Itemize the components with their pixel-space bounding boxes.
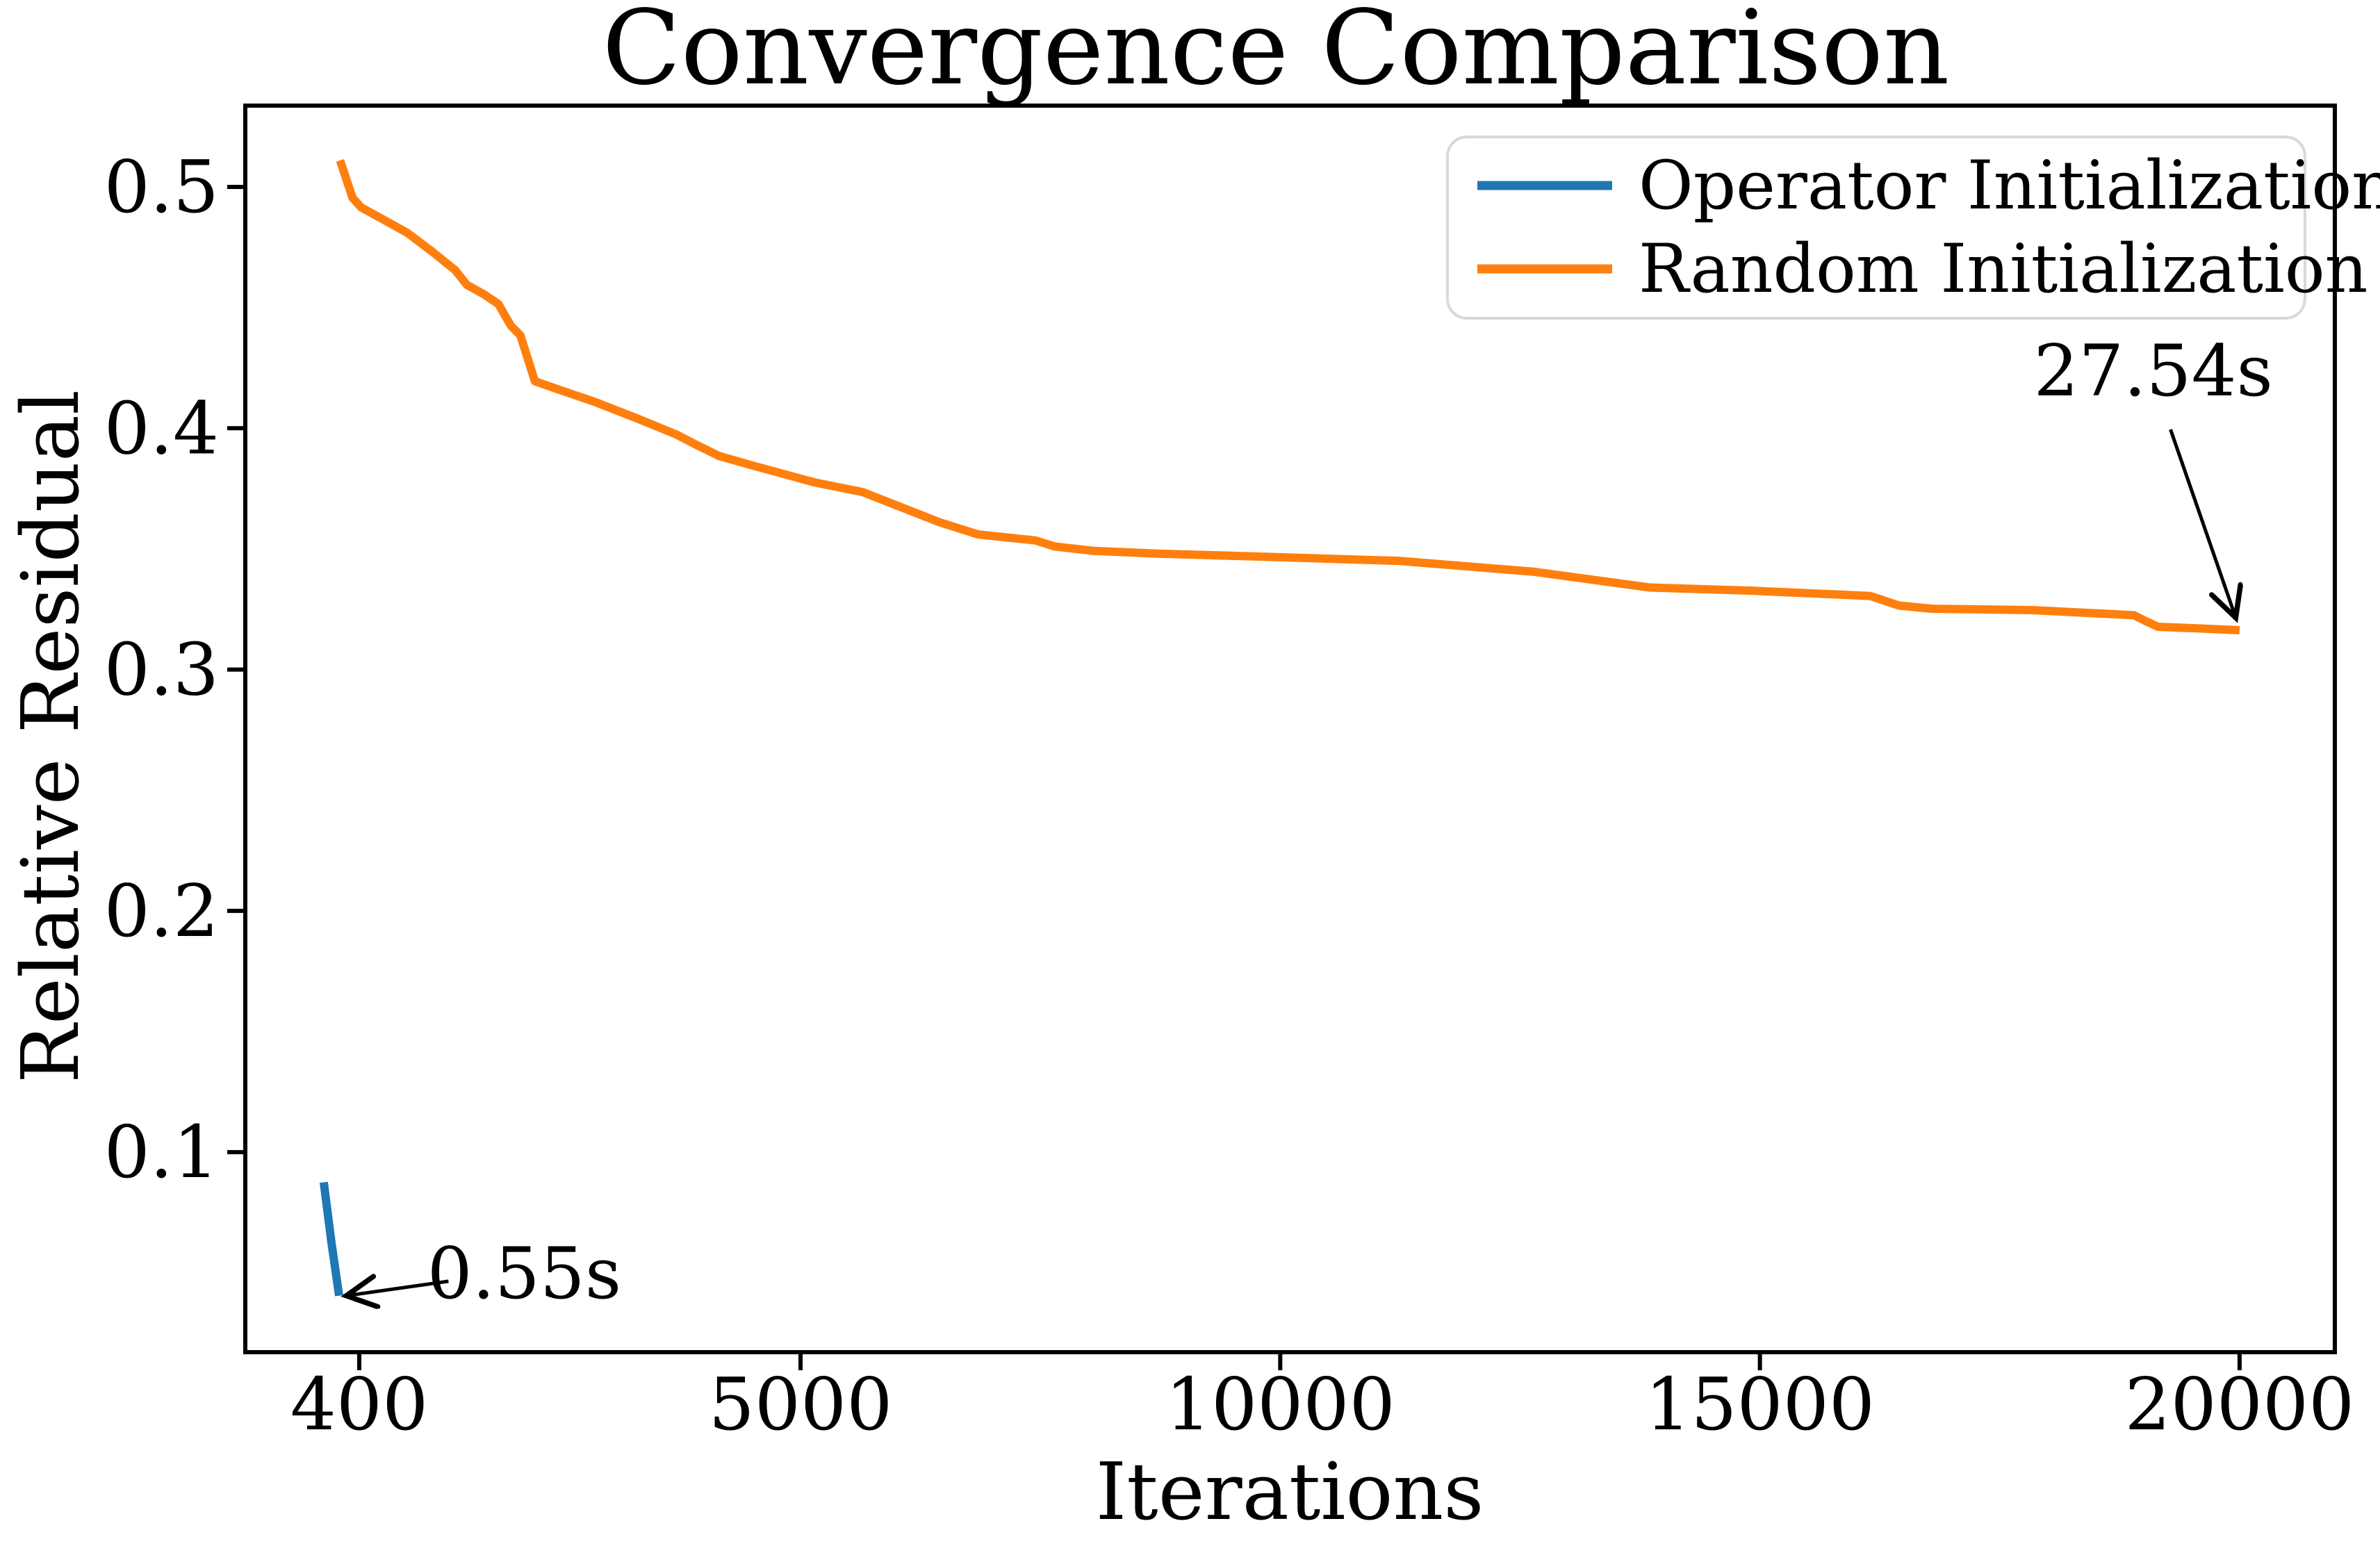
y-tick-label-0.5: 0.5 bbox=[104, 145, 219, 229]
annotation-arrow-0 bbox=[2169, 429, 2236, 618]
annotation-arrow-1 bbox=[346, 1281, 449, 1296]
x-axis-ticks: 400 5000 10000 15000 20000 bbox=[290, 1352, 2354, 1447]
x-tick-label-5000: 5000 bbox=[709, 1362, 893, 1447]
plot-area bbox=[243, 104, 2337, 1354]
annotations: 27.54s 0.55s bbox=[346, 330, 2273, 1315]
x-tick-label-10000: 10000 bbox=[1165, 1362, 1395, 1447]
x-tick-label-15000: 15000 bbox=[1645, 1362, 1875, 1447]
x-tick-label-400: 400 bbox=[290, 1362, 429, 1447]
data-series bbox=[319, 158, 2240, 1297]
x-tick-label-20000: 20000 bbox=[2124, 1362, 2354, 1447]
y-tick-label-0.4: 0.4 bbox=[104, 386, 219, 470]
legend-label-random-initialization: Random Initialization bbox=[1639, 230, 2367, 308]
y-tick-label-0.2: 0.2 bbox=[104, 869, 219, 953]
annotation-text-0: 27.54s bbox=[2033, 330, 2272, 413]
y-axis-label: Relative Residual bbox=[5, 390, 97, 1083]
annotation-text-1: 0.55s bbox=[427, 1233, 621, 1315]
chart-title: Convergence Comparison bbox=[602, 0, 1950, 108]
legend-box bbox=[1446, 135, 2306, 320]
y-tick-label-0.1: 0.1 bbox=[104, 1110, 219, 1194]
x-axis-label: Iterations bbox=[1096, 1446, 1484, 1538]
y-axis-ticks: 0.1 0.2 0.3 0.4 0.5 bbox=[104, 145, 245, 1194]
y-tick-label-0.3: 0.3 bbox=[104, 627, 219, 712]
series-line-operator-initialization bbox=[319, 1181, 343, 1297]
legend-label-operator-initialization: Operator Initialization bbox=[1639, 147, 2380, 224]
series-line-random-initialization bbox=[336, 158, 2240, 634]
